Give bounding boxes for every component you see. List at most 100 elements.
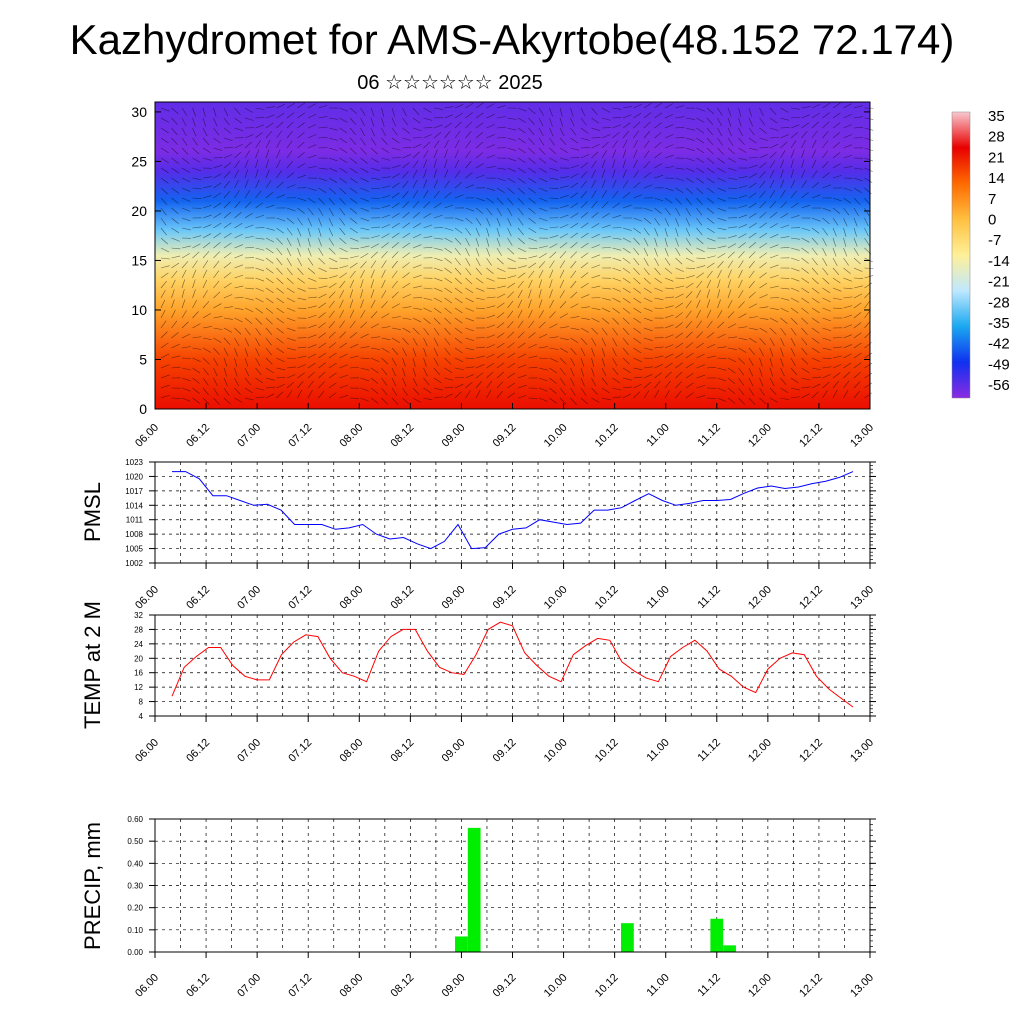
wind-barb xyxy=(801,257,809,264)
wind-barb xyxy=(349,237,359,242)
wind-barb xyxy=(528,237,538,242)
wind-barb xyxy=(801,247,810,254)
wind-barb xyxy=(664,144,674,149)
wind-barb xyxy=(601,246,611,249)
wind-barb xyxy=(202,337,212,341)
wind-barb xyxy=(328,282,337,289)
wind-barb xyxy=(234,254,243,259)
wind-barb xyxy=(738,127,743,137)
wind-barb xyxy=(538,107,545,116)
wind-barb xyxy=(780,150,786,159)
wind-barb xyxy=(349,137,357,145)
wind-barb xyxy=(570,347,577,355)
wind-barb xyxy=(633,217,643,222)
wind-barb xyxy=(349,299,354,309)
wind-barb xyxy=(381,233,390,239)
wind-barb xyxy=(433,237,443,240)
wind-barb xyxy=(318,197,325,205)
wind-barb xyxy=(696,299,701,309)
wind-barb xyxy=(339,197,346,205)
wind-barb xyxy=(444,237,453,243)
wind-barb xyxy=(780,247,790,249)
wind-barb xyxy=(811,267,819,275)
wind-barb xyxy=(234,179,239,189)
wind-barb xyxy=(507,247,515,255)
wind-barb xyxy=(664,257,671,266)
wind-barb xyxy=(832,277,841,284)
wind-barb xyxy=(612,237,622,240)
wind-barb xyxy=(738,313,747,319)
wind-barb xyxy=(171,127,178,136)
wind-barb xyxy=(412,223,421,229)
wind-barb xyxy=(223,317,233,320)
wind-barb xyxy=(297,257,303,267)
wind-barb xyxy=(780,307,789,313)
wind-barb xyxy=(780,347,784,357)
wind-barb xyxy=(181,197,191,202)
wind-barb xyxy=(790,307,799,314)
wind-barb xyxy=(234,357,238,367)
wind-barb xyxy=(307,237,311,247)
wind-barb xyxy=(748,137,757,144)
x-tick-label: 10.00 xyxy=(542,584,570,612)
wind-barb xyxy=(559,117,564,127)
wind-barb xyxy=(507,342,515,349)
wind-barb xyxy=(507,331,515,339)
wind-barb xyxy=(790,347,796,357)
wind-barb xyxy=(265,357,273,365)
wind-barb xyxy=(517,207,524,216)
wind-barb xyxy=(706,237,716,242)
wind-barb xyxy=(727,157,737,163)
wind-barb xyxy=(780,190,786,199)
wind-barb xyxy=(780,224,790,229)
wind-barb xyxy=(643,267,650,276)
wind-barb xyxy=(570,222,579,229)
wind-barb xyxy=(685,127,695,131)
wind-barb xyxy=(801,106,811,109)
wind-barb xyxy=(864,392,873,399)
precip-y-axis: 0.000.100.200.300.400.500.60 xyxy=(127,815,876,957)
wind-barb xyxy=(717,279,721,289)
wind-barb xyxy=(213,367,218,377)
wind-barb xyxy=(286,121,294,129)
wind-barb xyxy=(549,137,555,146)
wind-barb xyxy=(496,187,505,193)
wind-barb xyxy=(171,107,179,115)
wind-barb xyxy=(234,397,243,403)
wind-barb xyxy=(853,126,863,129)
wind-barb xyxy=(160,272,169,279)
wind-barb xyxy=(286,172,295,179)
x-tick-label: 12.00 xyxy=(746,972,774,1000)
wind-barb xyxy=(444,287,453,294)
wind-barb xyxy=(349,343,359,349)
wind-barb xyxy=(160,137,169,144)
x-tick-label: 09.00 xyxy=(440,737,468,765)
wind-barb xyxy=(360,253,369,259)
wind-barb xyxy=(286,140,293,149)
wind-barb xyxy=(370,157,379,163)
colorbar-label: -56 xyxy=(988,377,1010,394)
wind-barb xyxy=(181,217,191,222)
wind-barb xyxy=(297,267,304,276)
wind-barb xyxy=(160,207,167,216)
wind-barb xyxy=(496,105,506,109)
wind-barb xyxy=(664,324,674,329)
wind-barb xyxy=(643,184,653,189)
wind-barb xyxy=(223,262,232,269)
wind-barb xyxy=(622,227,632,231)
wind-barb xyxy=(528,107,536,115)
wind-barb xyxy=(612,307,620,314)
wind-barb xyxy=(181,299,186,309)
wind-barb xyxy=(475,297,485,301)
wind-barb xyxy=(780,169,784,179)
wind-barb xyxy=(591,200,598,209)
wind-barb xyxy=(223,294,233,299)
wind-barb xyxy=(486,334,496,339)
wind-barb xyxy=(706,127,713,136)
wind-barb xyxy=(454,217,464,222)
wind-barb xyxy=(507,382,516,389)
wind-barb xyxy=(496,390,503,399)
wind-barb xyxy=(223,162,232,169)
wind-barb xyxy=(192,289,196,299)
wind-barb xyxy=(738,176,748,179)
